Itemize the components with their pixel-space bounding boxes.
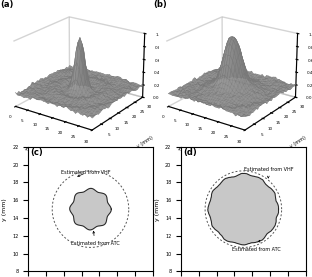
Y-axis label: y (mm): y (mm) [136, 135, 154, 149]
Text: (c): (c) [31, 148, 43, 157]
Text: (b): (b) [153, 0, 167, 9]
Y-axis label: y (mm): y (mm) [2, 198, 7, 220]
Text: (d): (d) [183, 148, 197, 157]
Polygon shape [208, 173, 279, 245]
Text: Estimated from VHF: Estimated from VHF [244, 167, 293, 178]
X-axis label: x (mm): x (mm) [177, 146, 196, 156]
Text: Estimated from VHF: Estimated from VHF [61, 170, 111, 176]
Polygon shape [70, 188, 111, 230]
X-axis label: x (mm): x (mm) [24, 146, 43, 156]
Y-axis label: y (mm): y (mm) [289, 135, 307, 149]
Y-axis label: y (mm): y (mm) [154, 198, 159, 220]
Text: Estimated from ATC: Estimated from ATC [232, 240, 281, 252]
Text: (a): (a) [0, 0, 14, 9]
Text: Estimated from ATC: Estimated from ATC [71, 231, 119, 246]
